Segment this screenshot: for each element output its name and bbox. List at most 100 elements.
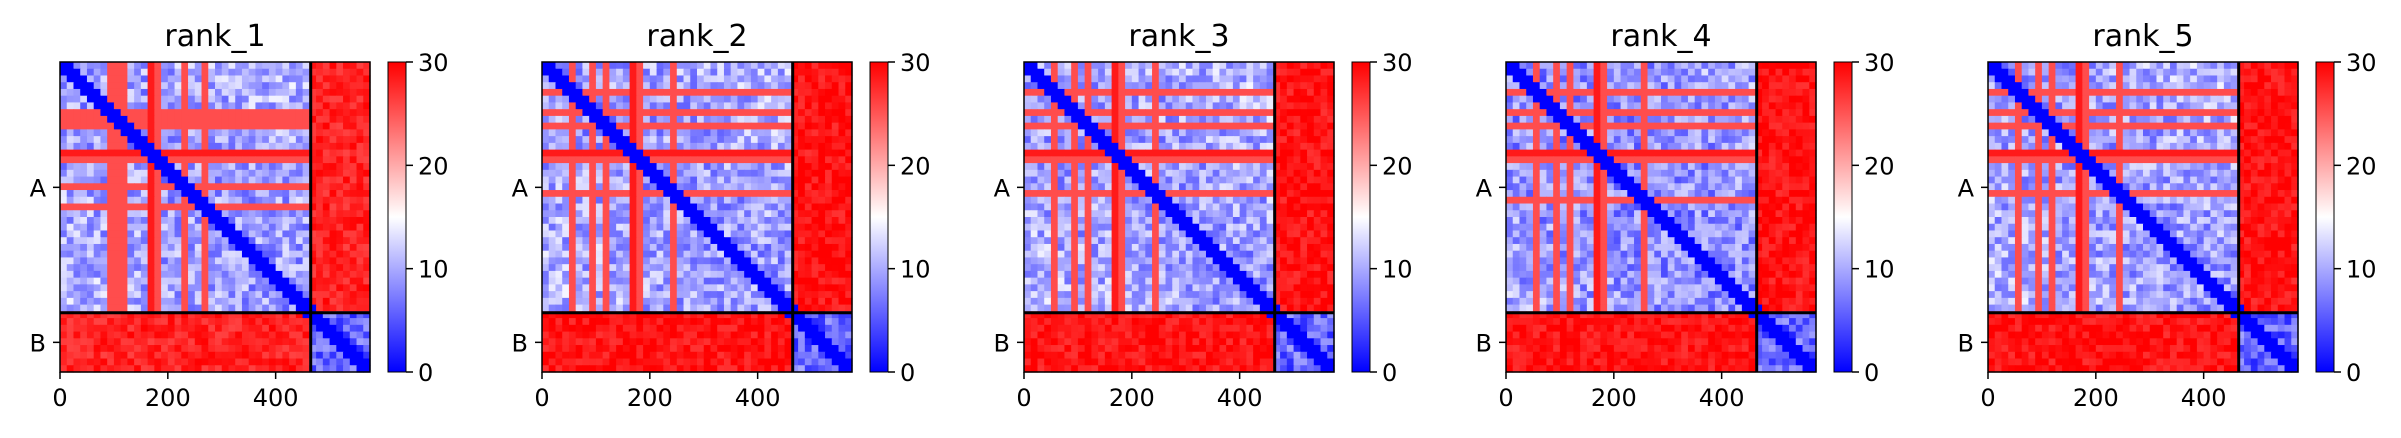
heatmap-cell [248, 129, 257, 137]
heatmap-cell [831, 136, 840, 144]
heatmap-cell [670, 243, 678, 252]
heatmap-cell [656, 358, 664, 366]
heatmap-cell [1158, 142, 1167, 151]
heatmap-cell [1239, 136, 1247, 144]
heatmap-cell [93, 297, 102, 306]
heatmap-cell [595, 109, 604, 117]
heatmap-cell [589, 163, 597, 171]
heatmap-cell [1138, 82, 1146, 90]
heatmap-cell [1071, 68, 1079, 77]
heatmap-cell [831, 88, 840, 97]
heatmap-cell [750, 243, 759, 252]
heatmap-cell [241, 217, 250, 225]
heatmap-cell [134, 210, 142, 218]
heatmap-cell [282, 183, 290, 191]
heatmap-cell [167, 291, 176, 299]
heatmap-cell [363, 163, 371, 171]
heatmap-cell [127, 351, 135, 360]
heatmap-cell [845, 345, 853, 353]
heatmap-cell [757, 365, 765, 373]
heatmap-cell [589, 102, 597, 110]
heatmap-cell [542, 230, 550, 238]
heatmap-cell [1131, 163, 1140, 171]
heatmap-cell [329, 223, 337, 232]
heatmap-cell [643, 190, 651, 198]
heatmap-cell [568, 163, 577, 171]
heatmap-cell [262, 237, 270, 245]
heatmap-cell [201, 156, 209, 164]
heatmap-cell [86, 331, 95, 339]
heatmap-cell [167, 136, 176, 144]
heatmap-cell [188, 291, 196, 299]
heatmap-cell [248, 257, 257, 265]
heatmap-cell [562, 122, 570, 130]
heatmap-cell [575, 163, 584, 171]
heatmap-cell [602, 311, 610, 319]
heatmap-cell [777, 136, 786, 144]
heatmap-cell [1300, 62, 1308, 70]
heatmap-cell [582, 217, 590, 225]
heatmap-cell [703, 176, 712, 184]
heatmap-cell [629, 129, 637, 137]
heatmap-cell [1219, 149, 1227, 157]
heatmap-cell [275, 277, 283, 285]
heatmap-cell [1246, 129, 1254, 137]
heatmap-cell [201, 365, 209, 373]
heatmap-cell [1152, 102, 1160, 110]
heatmap-cell [1307, 88, 1315, 97]
heatmap-cell [643, 102, 651, 110]
heatmap-cell [255, 115, 263, 124]
heatmap-cell [208, 230, 216, 238]
heatmap-cell [127, 331, 135, 339]
heatmap-cell [804, 291, 813, 299]
heatmap-cell [595, 250, 604, 259]
heatmap-cell [784, 82, 792, 90]
heatmap-cell [73, 183, 81, 191]
heatmap-cell [268, 324, 277, 333]
heatmap-cell [555, 230, 563, 238]
heatmap-cell [710, 217, 718, 225]
heatmap-cell [363, 237, 371, 245]
heatmap-cell [363, 62, 371, 70]
heatmap-cell [1091, 149, 1099, 157]
heatmap-cell [268, 62, 277, 70]
heatmap-cell [798, 243, 806, 252]
heatmap-cell [134, 338, 142, 346]
heatmap-cell [649, 257, 658, 265]
heatmap-cell [228, 365, 236, 373]
heatmap-cell [309, 338, 317, 346]
heatmap-cell [764, 243, 772, 252]
heatmap-cell [289, 277, 297, 285]
heatmap-cell [568, 358, 577, 366]
heatmap-cell [548, 68, 557, 77]
heatmap-cell [548, 109, 557, 117]
heatmap-cell [235, 264, 243, 272]
heatmap-cell [174, 237, 182, 245]
heatmap-cell [86, 62, 95, 70]
heatmap-cell [329, 68, 337, 77]
heatmap-cell [582, 62, 590, 70]
heatmap-cell [60, 136, 68, 144]
heatmap-cell [309, 115, 317, 124]
heatmap-cell [167, 95, 176, 104]
heatmap-cell [811, 338, 819, 346]
heatmap-cell [228, 95, 236, 104]
heatmap-cell [784, 304, 792, 312]
heatmap-cell [248, 331, 257, 339]
heatmap-cell [80, 365, 88, 373]
heatmap-cell [336, 338, 344, 346]
heatmap-cell [275, 115, 283, 124]
heatmap-cell [697, 358, 705, 366]
heatmap-cell [60, 358, 68, 366]
heatmap-cell [676, 95, 685, 104]
heatmap-cell [723, 237, 732, 245]
heatmap-cell [302, 203, 310, 211]
heatmap-cell [282, 156, 290, 164]
heatmap-cell [730, 95, 739, 104]
plot-frame [541, 61, 853, 373]
heatmap-cell [60, 250, 68, 259]
heatmap-cell [1111, 88, 1119, 97]
heatmap-cell [201, 183, 209, 191]
heatmap-cell [548, 270, 557, 279]
heatmap-cell [1050, 129, 1059, 137]
